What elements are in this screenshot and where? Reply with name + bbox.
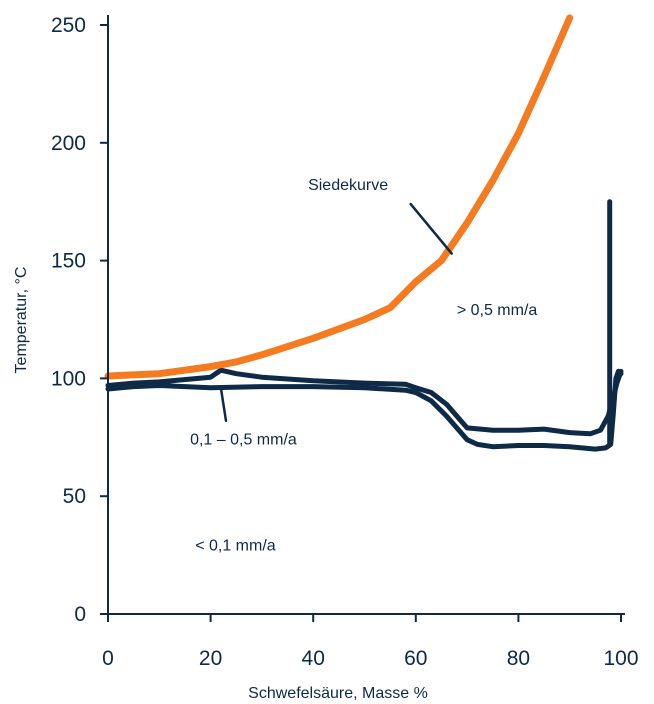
x-tick-label-40: 40	[302, 647, 325, 670]
y-tick-label-250: 250	[51, 14, 86, 37]
series-line-1	[105, 367, 624, 437]
x-tick-label-60: 60	[404, 647, 427, 670]
y-tick-label-50: 50	[63, 485, 86, 508]
annotation-leaders	[219, 202, 453, 423]
y-tick-label-200: 200	[51, 132, 86, 155]
annotations: Siedekurve > 0,5 mm/a 0,1 – 0,5 mm/a < 0,1 …	[190, 177, 537, 554]
x-tick-label-100: 100	[603, 647, 638, 670]
annotation-0: Siedekurve	[308, 177, 388, 194]
x-tick-label-80: 80	[507, 647, 530, 670]
y-axis-label: Temperatur, °C	[13, 267, 30, 374]
annotation-3: < 0,1 mm/a	[195, 537, 276, 554]
x-tick-label-20: 20	[199, 647, 222, 670]
annotation-1: > 0,5 mm/a	[457, 302, 538, 319]
axes: 0 50 100 150 200 250 0 20 40 60 80 100	[51, 14, 639, 670]
x-tick-label-0: 0	[102, 647, 114, 670]
annotation-2: 0,1 – 0,5 mm/a	[190, 431, 297, 448]
y-tick-label-0: 0	[74, 603, 86, 626]
annotation-leader-1	[219, 386, 228, 423]
y-tick-label-150: 150	[51, 250, 86, 273]
series-lines	[104, 14, 624, 452]
x-axis-label: Schwefelsäure, Masse %	[248, 685, 428, 702]
series-line-siedekurve	[104, 14, 574, 380]
annotation-leader-0	[409, 202, 453, 255]
y-tick-label-100: 100	[51, 367, 86, 390]
